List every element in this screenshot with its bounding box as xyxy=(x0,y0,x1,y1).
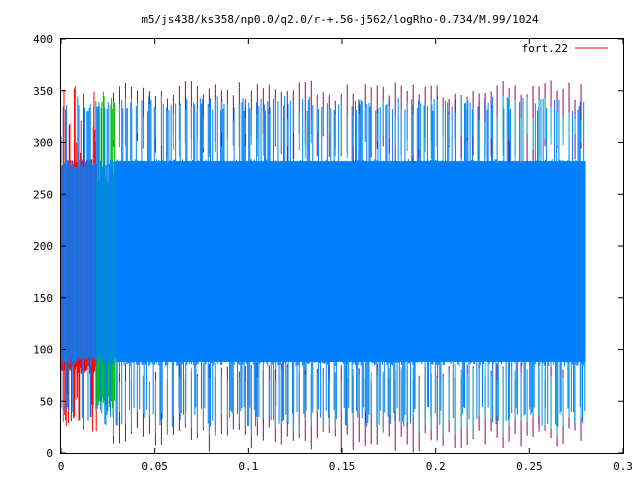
y-tick-label: 400 xyxy=(33,33,53,46)
y-tick-label: 150 xyxy=(33,292,53,305)
series-4 xyxy=(112,95,582,438)
y-tick-label: 200 xyxy=(33,240,53,253)
x-tick-label: 0.05 xyxy=(141,460,168,473)
y-tick-label: 100 xyxy=(33,344,53,357)
y-tick-label: 50 xyxy=(40,395,53,408)
y-tick-label: 300 xyxy=(33,137,53,150)
x-tick-label: 0.3 xyxy=(613,460,633,473)
legend: fort.22 xyxy=(522,42,608,55)
y-tick-label: 0 xyxy=(46,447,53,460)
y-tick-label: 250 xyxy=(33,188,53,201)
series-2-band xyxy=(115,161,586,362)
series-2 xyxy=(60,96,586,428)
plot-area xyxy=(60,80,586,453)
plot-frame xyxy=(60,38,624,454)
legend-label: fort.22 xyxy=(522,42,568,55)
x-tick-label: 0.2 xyxy=(426,460,446,473)
axes: 0 0.05 0.1 0.15 0.2 0.25 0.3 0 50 100 150 200 250 300… xyxy=(33,33,633,473)
y-tick-label: 350 xyxy=(33,85,53,98)
x-tick-label: 0.1 xyxy=(238,460,258,473)
x-tick-label: 0 xyxy=(58,460,65,473)
x-tick-label: 0.15 xyxy=(329,460,356,473)
x-tick-label: 0.25 xyxy=(516,460,543,473)
chart-title: m5/js438/ks358/np0.0/q2.0/r-+.56-j562/lo… xyxy=(141,13,539,26)
